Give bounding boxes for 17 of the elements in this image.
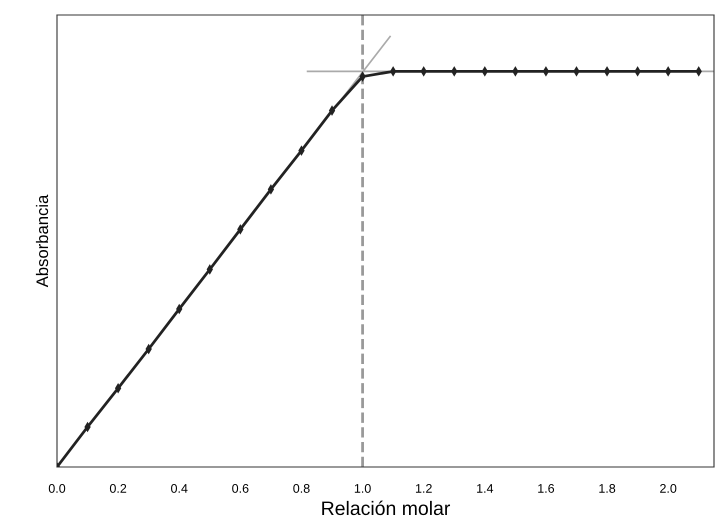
point xyxy=(298,146,305,156)
x-axis-title: Relación molar xyxy=(322,500,450,516)
y-axis-title: Absorbancia xyxy=(36,194,48,288)
x-tick-label: 2.0 xyxy=(660,484,676,493)
point xyxy=(328,106,336,116)
x-tick-label: 0.0 xyxy=(48,484,66,493)
point xyxy=(573,66,580,76)
x-tick-label: 1.8 xyxy=(599,484,616,493)
x-tick-label: 1.6 xyxy=(538,484,554,493)
x-tick-label: 1.0 xyxy=(354,484,371,493)
x-tick-label: 1.4 xyxy=(477,484,494,493)
x-tick-label: 0.6 xyxy=(232,484,248,493)
x-tick-label: 0.8 xyxy=(293,484,310,493)
x-tick-label: 0.2 xyxy=(110,484,126,493)
x-tick-label: 0.4 xyxy=(171,484,188,493)
point xyxy=(604,66,610,76)
x-tick-label: 1.2 xyxy=(416,484,432,493)
